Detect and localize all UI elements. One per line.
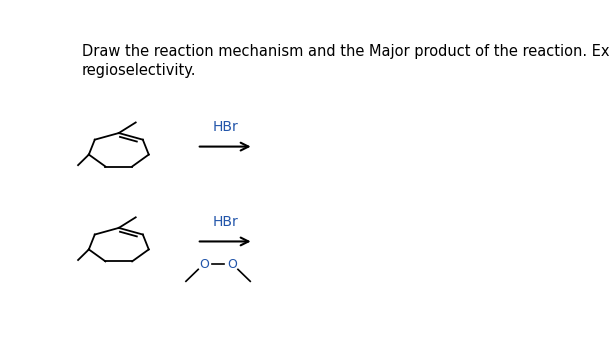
Text: O: O xyxy=(228,258,237,271)
Text: O: O xyxy=(199,258,209,271)
Text: regioselectivity.: regioselectivity. xyxy=(82,63,196,77)
Text: Draw the reaction mechanism and the Major product of the reaction. Explain the: Draw the reaction mechanism and the Majo… xyxy=(82,44,610,58)
Text: HBr: HBr xyxy=(212,215,238,229)
Text: HBr: HBr xyxy=(212,120,238,134)
